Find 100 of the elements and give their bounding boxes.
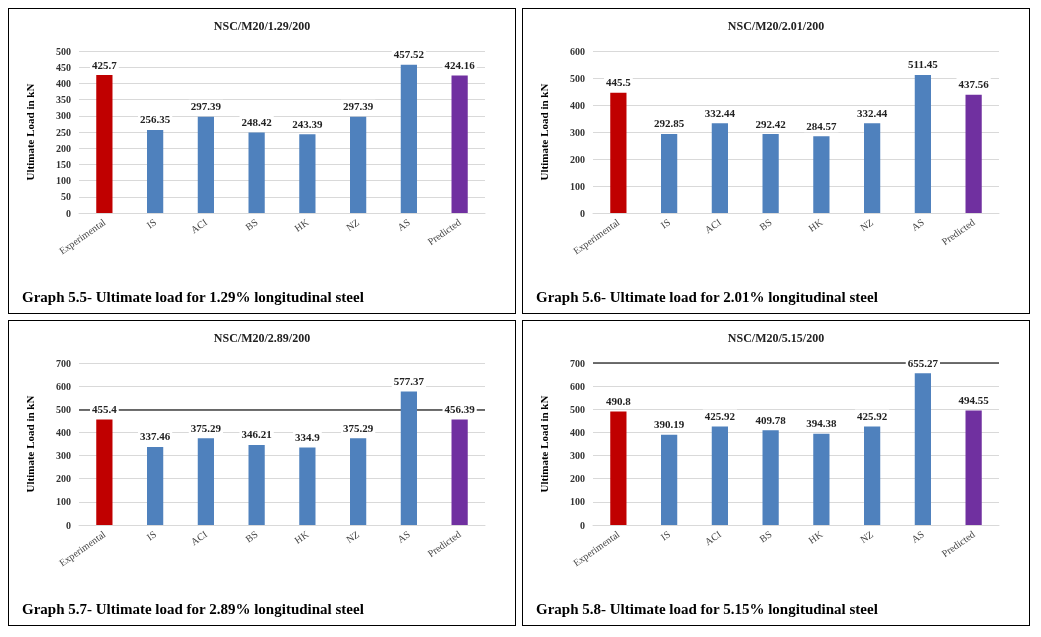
data-label: 409.78 [755,413,787,426]
y-tick-label: 300 [56,450,71,462]
y-tick-label: 250 [56,126,71,138]
bar [965,94,982,213]
data-label: 437.56 [958,78,990,91]
x-tick-label: IS [144,528,159,543]
y-tick-label: 700 [56,357,71,369]
y-axis-title: Ultimate Load in kN [537,83,550,181]
data-label: 494.55 [958,394,990,407]
bar [762,134,779,213]
y-axis-title: Ultimate Load in kN [537,395,550,493]
bar [813,136,830,213]
y-tick-label: 600 [570,380,585,392]
x-tick-label: ACI [188,216,210,236]
y-tick-label: 100 [570,496,585,508]
x-tick-label: AS [909,216,927,233]
y-tick-label: 150 [56,158,71,170]
bar [610,92,627,213]
y-tick-label: 700 [570,357,585,369]
y-tick-label: 0 [580,519,585,531]
y-tick-label: 0 [66,519,71,531]
data-label: 256.35 [140,113,171,126]
y-tick-label: 500 [56,45,71,57]
y-tick-label: 50 [61,191,71,203]
data-label: 390.19 [654,418,685,431]
y-tick-label: 200 [570,473,585,485]
x-tick-label: NZ [858,216,876,234]
bar [864,123,881,213]
data-label: 292.85 [654,117,685,130]
y-tick-label: 450 [56,61,71,73]
chart-title: NSC/M20/1.29/200 [213,19,311,33]
x-tick-label: ACI [188,528,210,548]
y-tick-label: 100 [56,496,71,508]
data-label: 332.44 [857,106,888,119]
x-tick-label: BS [757,528,774,545]
bar [400,391,417,525]
data-label: 337.46 [140,430,171,443]
y-axis-title: Ultimate Load in kN [23,395,36,493]
bar [248,132,265,213]
bar [914,74,931,213]
bar [813,433,830,525]
y-tick-label: 0 [66,207,71,219]
caption: Graph 5.6- Ultimate load for 2.01% longitudinal steel [536,288,878,305]
bar [197,116,214,213]
bar [864,426,881,525]
bar [451,419,468,525]
bar [965,410,982,525]
bar [96,75,113,213]
x-tick-label: AS [909,528,927,545]
bar [299,134,316,213]
bar [299,447,316,525]
data-label: 456.39 [444,402,476,415]
data-label: 243.39 [292,117,323,130]
x-tick-label: BS [243,216,260,233]
data-label: 375.29 [190,421,222,434]
y-tick-label: 200 [56,473,71,485]
data-label: 455.4 [92,403,118,416]
data-label: 375.29 [343,421,374,434]
bar [762,430,779,525]
x-tick-label: AS [395,216,413,233]
bar [711,426,728,525]
y-tick-label: 600 [570,45,585,57]
data-label: 425.92 [857,409,888,422]
x-tick-label: ACI [702,528,724,548]
y-tick-label: 0 [580,207,585,219]
x-tick-label: IS [144,216,159,231]
y-tick-label: 300 [570,450,585,462]
y-tick-label: 500 [56,403,71,415]
data-label: 577.37 [393,374,425,387]
caption: Graph 5.8- Ultimate load for 5.15% longitudinal steel [536,600,878,617]
y-tick-label: 500 [570,72,585,84]
bar [661,133,678,213]
y-tick-label: 400 [570,426,585,438]
y-tick-label: 300 [570,126,585,138]
y-tick-label: 300 [56,110,71,122]
data-label: 655.27 [907,356,939,369]
bar [610,411,627,525]
y-tick-label: 350 [56,94,71,106]
bar [661,434,678,525]
data-label: 297.39 [190,100,222,113]
data-label: 424.16 [444,59,476,72]
data-label: 334.9 [295,430,321,443]
x-tick-label: AS [395,528,413,545]
x-tick-label: NZ [344,216,362,234]
y-tick-label: 400 [56,426,71,438]
bar [147,129,164,213]
bar [96,419,113,525]
data-label: 394.38 [806,417,837,430]
data-label: 346.21 [241,428,272,441]
x-tick-label: HK [806,216,826,234]
bar [350,116,367,213]
bar [711,123,728,213]
data-label: 248.42 [241,116,273,129]
x-tick-label: BS [757,216,774,233]
chart-title: NSC/M20/2.01/200 [727,19,825,33]
x-tick-label: HK [292,216,312,234]
x-tick-label: HK [806,528,826,546]
y-tick-label: 600 [56,380,71,392]
x-tick-label: BS [243,528,260,545]
caption: Graph 5.5- Ultimate load for 1.29% longitudinal steel [22,288,364,305]
